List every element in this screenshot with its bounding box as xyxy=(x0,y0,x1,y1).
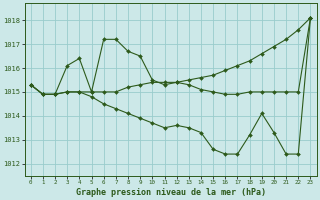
X-axis label: Graphe pression niveau de la mer (hPa): Graphe pression niveau de la mer (hPa) xyxy=(76,188,266,197)
